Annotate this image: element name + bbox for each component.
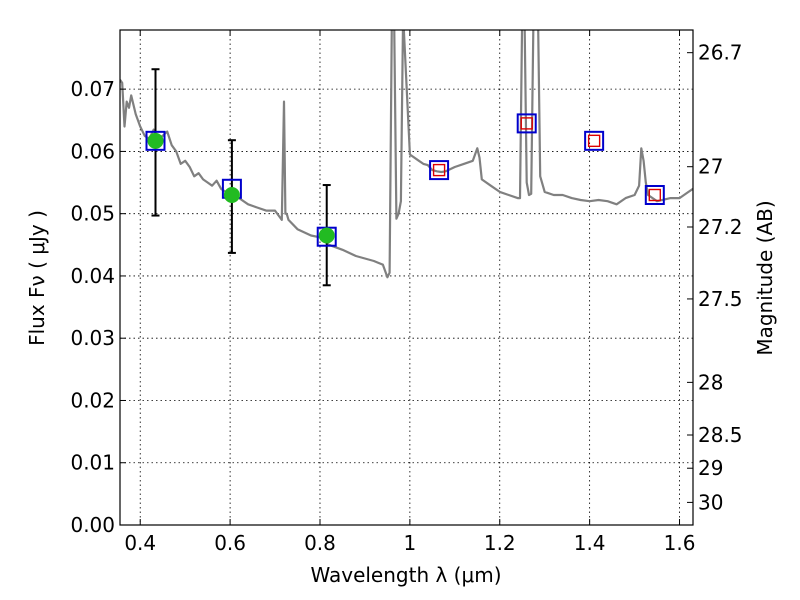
model-square-red — [432, 163, 446, 177]
spectrum-line — [120, 30, 693, 279]
observed-point — [318, 227, 335, 244]
x-tick-label: 0.8 — [304, 531, 336, 555]
model-square-red — [648, 188, 661, 202]
observed-point — [223, 187, 240, 203]
plot-area — [120, 30, 693, 287]
y2-axis-label: Magnitude (AB) — [753, 200, 777, 355]
model-square-blue — [516, 113, 537, 134]
y2-tick-label: 28.5 — [698, 423, 743, 447]
model-square-blue — [584, 130, 605, 151]
observed-point — [147, 132, 164, 149]
plot-frame — [119, 29, 694, 526]
y-tick-label: 0.06 — [70, 139, 115, 163]
x-tick-label: 0.4 — [124, 531, 156, 555]
model-square-blue — [429, 160, 450, 181]
y-tick-label: 0.05 — [70, 202, 115, 226]
y-axis-label: Flux Fν ( μJy ) — [25, 210, 49, 346]
y2-tick-label: 28 — [698, 370, 723, 394]
y-tick-label: 0.00 — [70, 513, 115, 537]
model-square-red — [587, 134, 601, 148]
model-square-blue — [145, 130, 166, 151]
model-square-blue — [644, 185, 665, 205]
y2-tick-label: 29 — [698, 456, 723, 480]
x-tick-label: 1.4 — [574, 531, 606, 555]
y-tick-label: 0.07 — [70, 77, 115, 101]
model-square-red — [520, 117, 533, 130]
y2-tick-label: 26.7 — [698, 41, 743, 65]
y2-tick-label: 27 — [698, 155, 723, 179]
x-axis-label: Wavelength λ (μm) — [310, 563, 501, 587]
y2-tick-label: 27.5 — [698, 287, 743, 311]
y2-tick-label: 30 — [698, 490, 723, 514]
y-tick-label: 0.02 — [70, 388, 115, 412]
y-tick-label: 0.03 — [70, 326, 115, 350]
x-tick-label: 1.6 — [664, 531, 696, 555]
ticks: 0.4 0.6 0.8 1 1.2 1.4 1.6 0.00 0.01 0.02 0.03 0.04 0… — [70, 30, 743, 555]
x-tick-label: 0.6 — [214, 531, 246, 555]
x-tick-label: 1.2 — [484, 531, 516, 555]
y-tick-label: 0.01 — [70, 451, 115, 475]
y2-tick-label: 27.2 — [698, 215, 743, 239]
y-tick-label: 0.04 — [70, 264, 115, 288]
x-tick-label: 1 — [404, 531, 417, 555]
